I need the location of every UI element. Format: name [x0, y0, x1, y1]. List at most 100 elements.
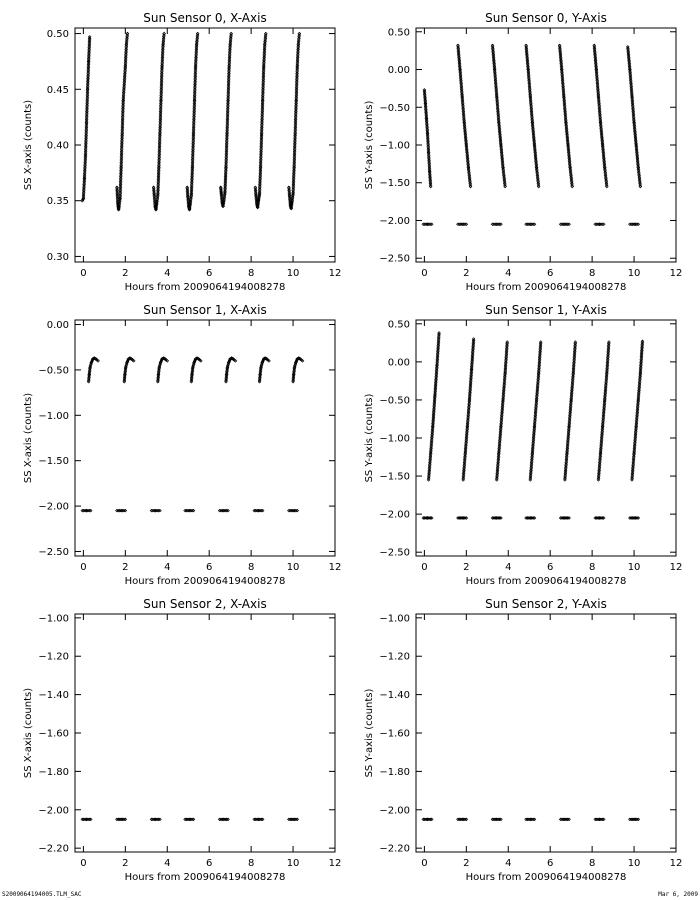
data-segment — [421, 817, 434, 822]
data-point — [532, 817, 537, 822]
data-point — [295, 508, 300, 513]
data-point — [158, 817, 162, 822]
y-tick-label: 0.40 — [47, 141, 69, 152]
y-tick-label: 0.00 — [388, 65, 410, 76]
data-point — [259, 508, 264, 513]
data-segment — [80, 817, 93, 822]
y-tick-label: −2.00 — [379, 216, 410, 227]
data-segment — [151, 31, 166, 212]
x-tick-label: 8 — [248, 858, 254, 869]
data-point — [532, 222, 537, 227]
data-point — [464, 817, 469, 822]
data-point — [636, 817, 641, 822]
chart-panel-4: Sun Sensor 2, X-Axis 0 2 4 6 8 10 12 −1.00 −1.20 −… — [23, 597, 341, 883]
data-point — [156, 508, 161, 513]
data-point — [267, 359, 271, 363]
data-point — [300, 359, 305, 363]
data-point — [573, 340, 578, 344]
data-point — [226, 817, 230, 822]
data-segment — [628, 516, 641, 520]
data-segment — [456, 817, 469, 822]
data-point — [567, 817, 571, 822]
data-segment — [217, 817, 230, 822]
y-tick-label: −0.50 — [38, 365, 69, 376]
data-segment — [224, 356, 238, 384]
y-tick-label: −1.80 — [379, 767, 410, 778]
data-point — [191, 508, 196, 513]
plot-frame — [415, 613, 677, 853]
y-axis-label: SS Y-axis (counts) — [364, 393, 375, 482]
data-point — [570, 184, 575, 189]
data-segment — [421, 222, 434, 227]
data-segment — [593, 222, 606, 227]
data-point — [499, 817, 503, 822]
x-axis-label: Hours from 2009064194008278 — [125, 872, 286, 883]
x-axis-label: Hours from 2009064194008278 — [466, 282, 627, 293]
y-tick-label: −0.50 — [379, 395, 410, 406]
x-tick-label: 8 — [589, 268, 595, 279]
data-segment — [422, 88, 433, 189]
data-segment — [149, 817, 162, 822]
data-point — [87, 508, 92, 513]
y-tick-label: −2.50 — [38, 547, 69, 558]
data-segment — [628, 222, 641, 227]
chart-title: Sun Sensor 0, X-Axis — [143, 11, 266, 25]
data-point — [224, 817, 229, 822]
data-segment — [426, 331, 441, 482]
data-point — [229, 31, 234, 36]
data-point — [638, 184, 643, 189]
data-point — [87, 35, 92, 39]
data-point — [503, 184, 507, 189]
data-point — [190, 817, 194, 822]
data-point — [600, 817, 605, 822]
chart-title: Sun Sensor 1, X-Axis — [143, 303, 266, 317]
x-tick-label: 0 — [421, 858, 427, 869]
data-point — [600, 222, 605, 227]
data-segment — [558, 222, 571, 227]
data-segment — [86, 356, 100, 384]
y-tick-label: −0.50 — [379, 103, 410, 114]
y-axis-label: SS X-axis (counts) — [23, 393, 34, 483]
data-point — [499, 516, 503, 520]
x-tick-label: 2 — [463, 562, 469, 573]
y-tick-label: −1.00 — [38, 411, 69, 422]
x-tick-label: 0 — [421, 268, 427, 279]
y-tick-label: −1.50 — [379, 472, 410, 483]
data-segment — [563, 340, 578, 482]
data-point — [640, 339, 645, 344]
x-tick-label: 10 — [628, 858, 641, 869]
data-point — [294, 508, 298, 513]
x-tick-label: 0 — [80, 562, 86, 573]
plot-frame — [74, 319, 336, 557]
data-segment — [185, 31, 200, 212]
y-tick-label: −1.00 — [379, 141, 410, 152]
x-tick-label: 10 — [287, 268, 300, 279]
data-segment — [253, 31, 268, 210]
x-axis-label: Hours from 2009064194008278 — [125, 576, 286, 587]
y-tick-label: −1.00 — [379, 613, 410, 624]
data-segment — [115, 817, 128, 822]
y-tick-label: −1.40 — [379, 690, 410, 701]
data-point — [505, 340, 510, 344]
data-segment — [80, 35, 92, 203]
chart-title: Sun Sensor 2, X-Axis — [143, 597, 266, 611]
data-segment — [287, 508, 300, 513]
data-point — [259, 817, 264, 822]
x-tick-label: 12 — [670, 562, 683, 573]
chart-title: Sun Sensor 0, Y-Axis — [485, 11, 607, 25]
x-tick-label: 8 — [248, 562, 254, 573]
data-point — [607, 340, 611, 344]
x-tick-label: 2 — [122, 858, 128, 869]
y-axis-label: SS Y-axis (counts) — [364, 100, 375, 189]
x-tick-label: 4 — [505, 562, 511, 573]
data-point — [471, 337, 476, 341]
y-tick-label: −2.00 — [38, 805, 69, 816]
footer-file-name: S2009064194005.TLM_SAC — [2, 891, 82, 898]
data-segment — [115, 31, 130, 212]
data-segment — [122, 356, 136, 384]
y-axis-label: SS Y-axis (counts) — [364, 688, 375, 777]
y-tick-label: −2.00 — [38, 502, 69, 513]
data-point — [123, 817, 128, 822]
data-point — [190, 508, 194, 513]
data-segment — [218, 31, 234, 209]
